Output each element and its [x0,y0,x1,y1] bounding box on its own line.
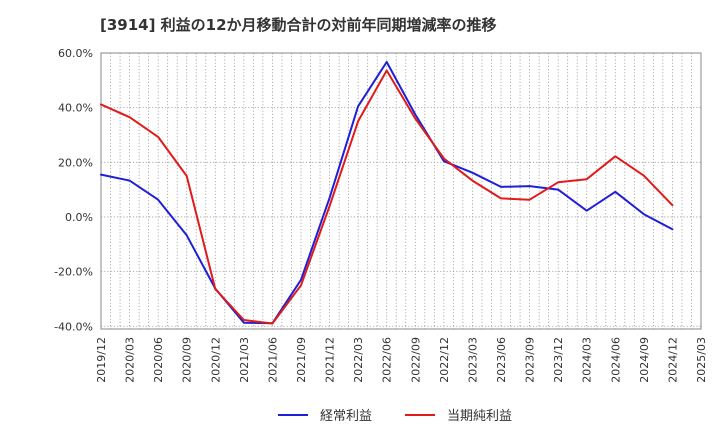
y-tick-label: -20.0% [54,266,93,279]
x-tick-label: 2020/09 [181,337,194,383]
legend-label-2: 当期純利益 [447,409,512,424]
series-line-1 [100,61,674,325]
x-tick-label: 2020/03 [124,337,137,383]
y-tick-label: 0.0% [65,211,93,224]
x-tick-label: 2021/06 [266,337,279,383]
x-tick-label: 2023/03 [466,337,479,383]
x-tick-label: 2022/03 [352,337,365,383]
x-tick-label: 2023/12 [552,337,565,383]
y-tick-label: 60.0% [58,47,93,60]
grid-layer [101,52,701,329]
x-tick-label: 2021/03 [238,337,251,383]
legend: 経常利益 当期純利益 [278,409,512,424]
x-tick-label: 2021/12 [324,337,337,383]
x-tick-label: 2022/12 [438,337,451,383]
x-tick-label: 2021/09 [295,337,308,383]
x-tick-label: 2025/03 [695,337,708,383]
x-tick-label: 2020/12 [209,337,222,383]
x-tick-label: 2020/06 [152,337,165,383]
y-axis-ticks: 60.0% 40.0% 20.0% 0.0% -20.0% -40.0% [54,47,93,333]
x-tick-label: 2022/09 [409,337,422,383]
y-tick-label: 20.0% [58,156,93,169]
x-tick-label: 2024/06 [609,337,622,383]
chart-title: [3914] 利益の12か月移動合計の対前年同期増減率の推移 [100,16,497,34]
plot-border [100,52,702,330]
y-tick-label: 40.0% [58,102,93,115]
x-tick-label: 2023/06 [495,337,508,383]
legend-label-1: 経常利益 [320,409,372,424]
x-axis-ticks: 2019/12 2020/03 2020/06 2020/09 2020/12 2021/… [95,337,708,383]
y-tick-label: -40.0% [54,320,93,333]
x-tick-label: 2023/09 [524,337,537,383]
x-tick-label: 2019/12 [95,337,108,383]
x-tick-label: 2024/03 [581,337,594,383]
series-layer [100,61,674,325]
x-tick-label: 2024/12 [666,337,679,383]
x-tick-label: 2022/06 [381,337,394,383]
x-tick-label: 2024/09 [638,337,651,383]
series-line-2 [100,69,674,325]
